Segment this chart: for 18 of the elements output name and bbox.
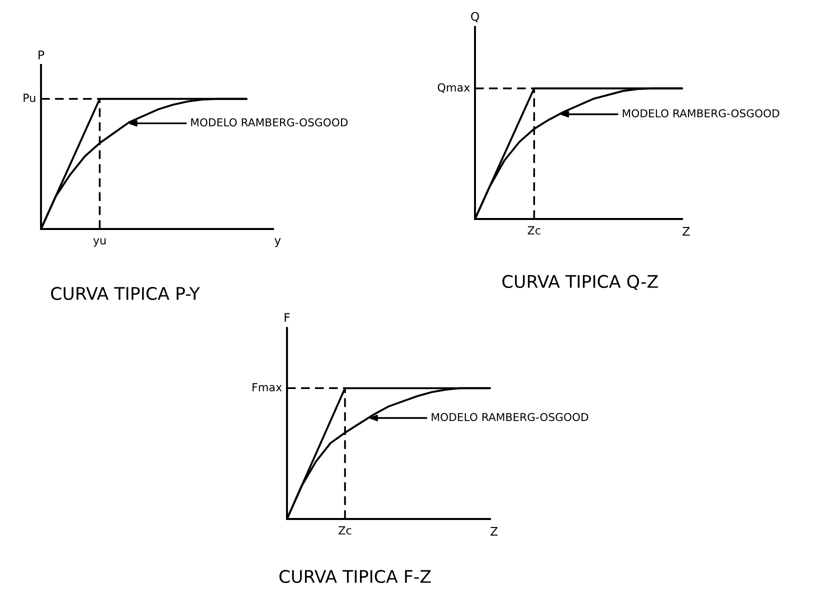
text: yu: [93, 238, 106, 247]
text: CURVA TIPICA F-Z: [279, 570, 431, 584]
annotation: MODELO RAMBERG-OSGOOD: [432, 412, 588, 422]
text: CURVA TIPICA Q-Z: [502, 274, 658, 290]
text: CURVA TIPICA P-Y: [51, 286, 200, 300]
text: Zc: [528, 226, 540, 235]
x-axis-title: Z: [682, 227, 690, 236]
y-axis-title: F: [284, 313, 290, 322]
ref-line-label: Qmax: [438, 83, 470, 93]
x-axis-title: Z: [490, 527, 498, 536]
x-axis-title: y: [274, 238, 281, 247]
ref-line-label: Fmax: [252, 383, 282, 392]
annotation: MODELO RAMBERG-OSGOOD: [622, 109, 780, 118]
text: Zc: [338, 526, 352, 535]
ref-line-label: Pu: [24, 94, 36, 102]
y-axis-title: P: [38, 50, 44, 60]
y-axis-title: Q: [471, 12, 479, 22]
annotation: MODELO RAMBERG-OSGOOD: [191, 118, 348, 126]
